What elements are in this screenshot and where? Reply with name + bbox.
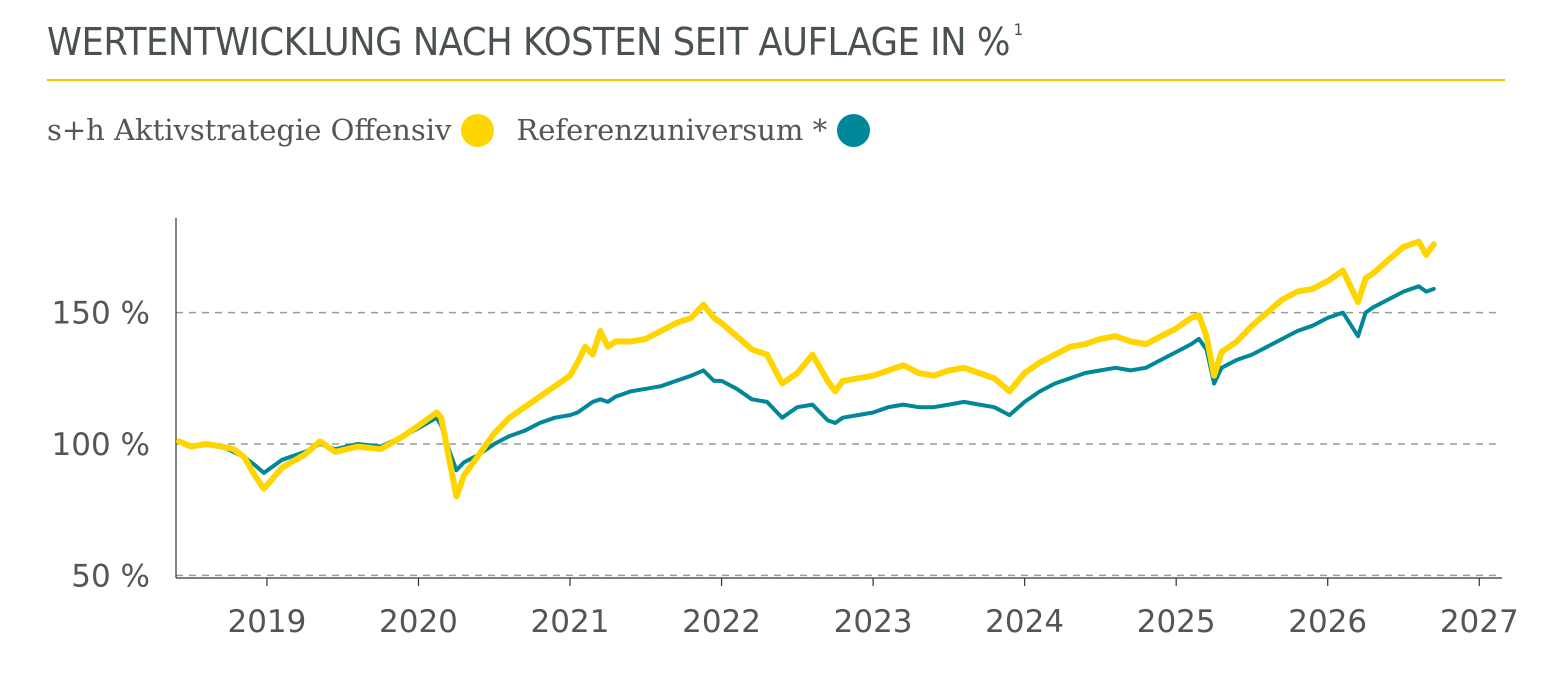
chart-title: WERTENTWICKLUNG NACH KOSTEN SEIT AUFLAGE… (47, 20, 1023, 64)
x-tick-label: 2020 (379, 604, 458, 640)
y-tick-label: 50 % (71, 558, 150, 594)
x-tick-label: 2024 (985, 604, 1064, 640)
legend-label-reference: Referenzuniversum * (516, 113, 828, 147)
legend-item-fund: s+h Aktivstrategie Offensiv (47, 113, 495, 147)
x-tick-label: 2023 (834, 604, 913, 640)
chart-title-text: WERTENTWICKLUNG NACH KOSTEN SEIT AUFLAGE… (47, 20, 1010, 64)
legend-item-reference: Referenzuniversum * (516, 113, 871, 147)
x-tick-label: 2019 (227, 604, 306, 640)
legend-dot-reference (837, 113, 871, 147)
chart-legend: s+h Aktivstrategie Offensiv Referenzuniv… (47, 108, 892, 152)
legend-dot-fund (461, 113, 495, 147)
x-tick-label: 2027 (1440, 604, 1519, 640)
y-tick-label: 150 % (52, 296, 150, 332)
x-tick-label: 2025 (1137, 604, 1216, 640)
y-tick-label: 100 % (52, 427, 150, 463)
title-underline (47, 79, 1505, 81)
series-line-reference (177, 284, 1436, 475)
x-tick-label: 2026 (1288, 604, 1367, 640)
x-tick-label: 2021 (531, 604, 610, 640)
legend-label-fund: s+h Aktivstrategie Offensiv (47, 113, 452, 147)
series-line-fund (176, 238, 1437, 500)
title-footnote: 1 (1013, 20, 1023, 40)
x-tick-label: 2022 (682, 604, 761, 640)
